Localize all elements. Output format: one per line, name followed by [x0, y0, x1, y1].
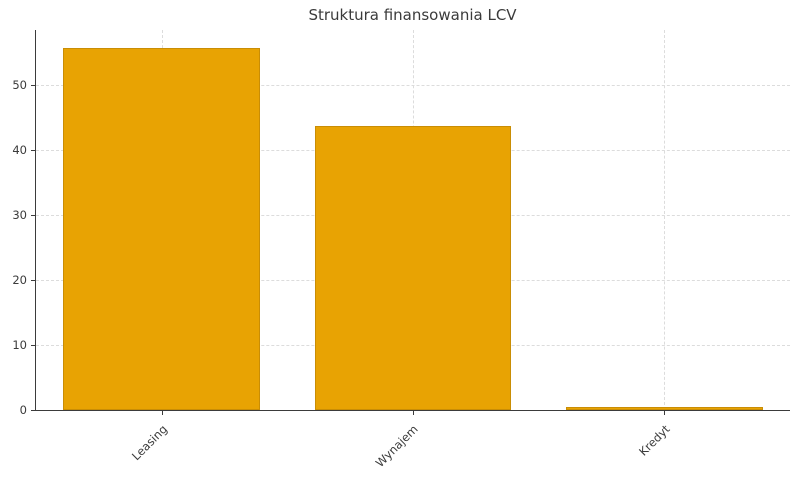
bar-kredyt [565, 406, 763, 410]
y-tick-mark [31, 85, 36, 87]
x-tick-mark [664, 410, 666, 415]
y-tick-label: 10 [12, 338, 27, 353]
y-tick-label: 30 [12, 208, 27, 223]
y-tick-label: 50 [12, 78, 27, 93]
x-tick-mark [161, 410, 163, 415]
v-gridline [664, 30, 666, 410]
y-tick-label: 40 [12, 143, 27, 158]
bar-leasing [63, 48, 261, 410]
chart-title: Struktura finansowania LCV [308, 6, 517, 24]
y-tick-label: 0 [19, 403, 27, 417]
bar-wynajem [314, 126, 512, 410]
x-tick-label: Kredyt [635, 422, 673, 459]
y-tick-mark [31, 410, 36, 411]
y-tick-mark [31, 150, 36, 152]
y-tick-mark [31, 280, 36, 282]
x-tick-label: Leasing [128, 422, 170, 464]
x-tick-mark [413, 410, 414, 415]
y-tick-label: 20 [12, 273, 27, 288]
y-tick-mark [31, 345, 36, 347]
plot-area: 0 10 20 30 40 50 Leasing Wynajem Kredyt [12, 30, 790, 470]
y-tick-mark [31, 215, 36, 217]
x-tick-label: Wynajem [372, 422, 421, 470]
